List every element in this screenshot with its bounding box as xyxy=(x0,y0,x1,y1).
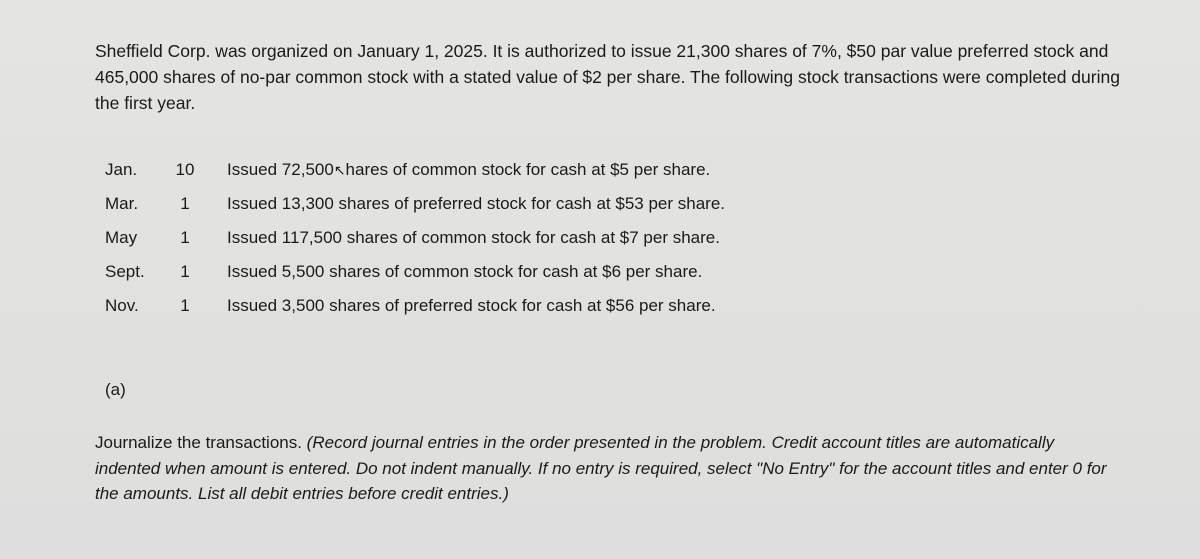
day-cell: 1 xyxy=(165,194,205,214)
transactions-table: Jan. 10 Issued 72,500↖hares of common st… xyxy=(105,146,725,330)
part-label: (a) xyxy=(105,380,1120,400)
month-cell: Sept. xyxy=(105,262,165,282)
problem-page: Sheffield Corp. was organized on January… xyxy=(0,0,1200,559)
cursor-icon: ↖ xyxy=(334,162,346,178)
desc-cell: Issued 5,500 shares of common stock for … xyxy=(205,262,725,282)
day-cell: 1 xyxy=(165,262,205,282)
instructions: Journalize the transactions. (Record jou… xyxy=(95,430,1120,507)
transaction-row: May 1 Issued 117,500 shares of common st… xyxy=(105,228,725,248)
day-cell: 10 xyxy=(165,160,205,180)
desc-post: hares of common stock for cash at $5 per… xyxy=(346,160,711,179)
transaction-row: Sept. 1 Issued 5,500 shares of common st… xyxy=(105,262,725,282)
month-cell: Jan. xyxy=(105,160,165,180)
month-cell: Nov. xyxy=(105,296,165,316)
desc-pre: Issued 72,500 xyxy=(227,160,334,179)
instruction-lead: Journalize the transactions. xyxy=(95,433,307,452)
day-cell: 1 xyxy=(165,228,205,248)
transaction-row: Nov. 1 Issued 3,500 shares of preferred … xyxy=(105,296,725,316)
desc-cell: Issued 13,300 shares of preferred stock … xyxy=(205,194,725,214)
day-cell: 1 xyxy=(165,296,205,316)
transaction-row: Mar. 1 Issued 13,300 shares of preferred… xyxy=(105,194,725,214)
month-cell: Mar. xyxy=(105,194,165,214)
transaction-row: Jan. 10 Issued 72,500↖hares of common st… xyxy=(105,160,725,180)
desc-cell: Issued 117,500 shares of common stock fo… xyxy=(205,228,725,248)
month-cell: May xyxy=(105,228,165,248)
desc-cell: Issued 3,500 shares of preferred stock f… xyxy=(205,296,725,316)
desc-cell: Issued 72,500↖hares of common stock for … xyxy=(205,160,725,180)
intro-paragraph: Sheffield Corp. was organized on January… xyxy=(95,38,1120,117)
